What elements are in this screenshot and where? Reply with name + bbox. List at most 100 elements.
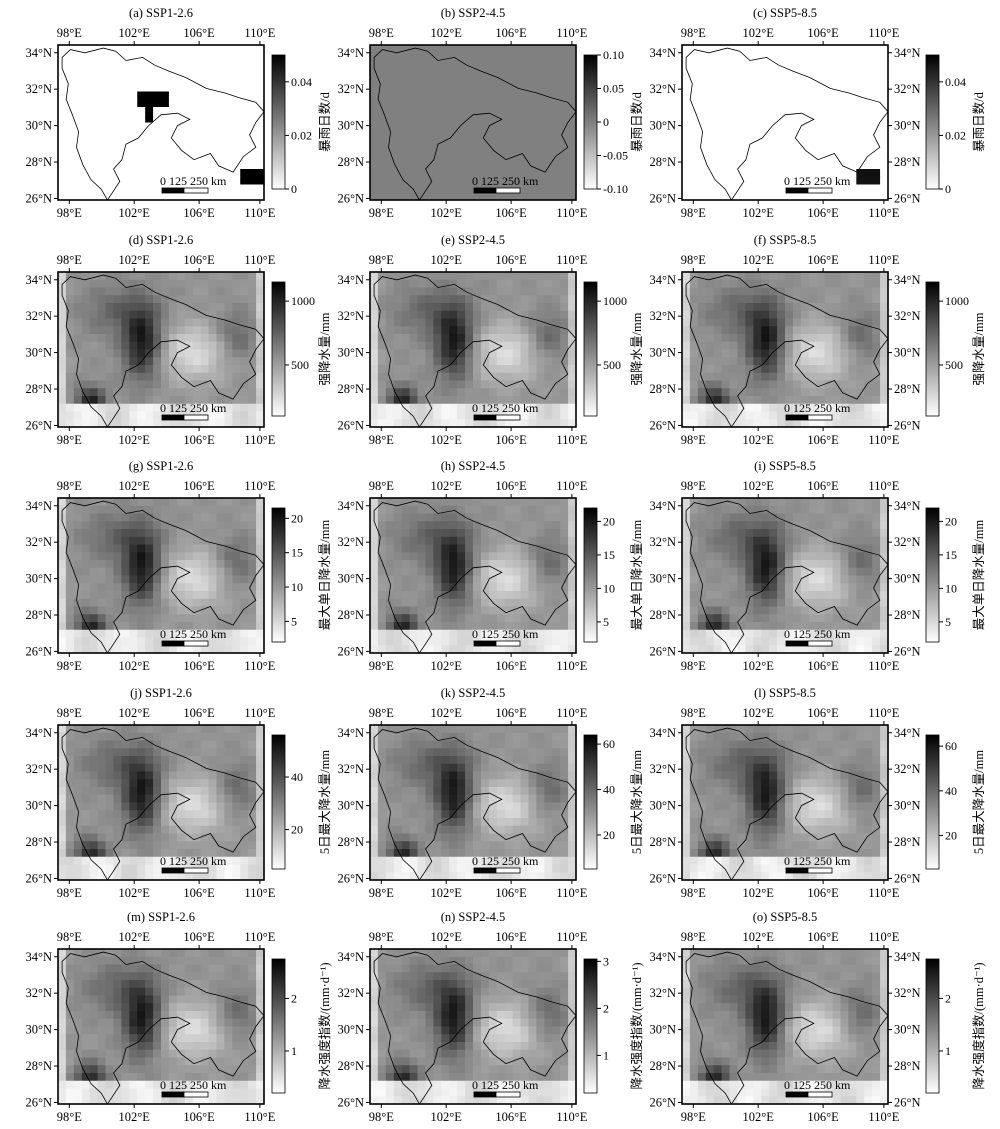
colorbar xyxy=(584,959,597,1093)
lon-tick-top: 102°E xyxy=(743,253,775,267)
lon-tick-bottom: 106°E xyxy=(495,659,527,673)
lat-tick-left: 26°N xyxy=(25,191,52,205)
panel-title: (b) SSP2-4.5 xyxy=(441,6,506,20)
lon-tick-top: 110°E xyxy=(868,479,899,493)
lat-tick-left: 32°N xyxy=(337,309,364,323)
scale-bar-label: 0 125 250 km xyxy=(160,854,227,868)
colorbar-tick: 20 xyxy=(291,823,303,837)
lat-tick-right: 28°N xyxy=(894,1059,921,1073)
lat-tick-left: 28°N xyxy=(337,608,364,622)
scale-bar: 0 125 250 km xyxy=(160,401,252,421)
scale-bar-label: 0 125 250 km xyxy=(472,1078,539,1092)
map-svg-e: (e) SSP2-4.598°E98°E102°E102°E106°E106°E… xyxy=(312,227,632,452)
lat-tick-left: 28°N xyxy=(25,1059,52,1073)
lat-tick-right: 26°N xyxy=(894,1095,921,1109)
lat-tick-right: 32°N xyxy=(894,535,921,549)
lat-tick-right: 30°N xyxy=(894,119,921,133)
colorbar-tick: 2 xyxy=(603,1001,609,1015)
lon-tick-top: 102°E xyxy=(119,26,151,40)
lon-tick-top: 110°E xyxy=(556,253,587,267)
lat-tick-left: 30°N xyxy=(649,346,676,360)
lon-tick-top: 106°E xyxy=(807,930,839,944)
lat-tick-left: 30°N xyxy=(25,799,52,813)
lat-tick-left: 34°N xyxy=(25,46,52,60)
colorbar xyxy=(584,735,597,869)
lat-tick-left: 28°N xyxy=(649,382,676,396)
lon-tick-bottom: 102°E xyxy=(431,433,463,447)
scale-bar: 0 125 250 km xyxy=(472,627,564,647)
scale-bar: 0 125 250 km xyxy=(784,174,876,194)
lat-tick-left: 34°N xyxy=(649,726,676,740)
lon-tick-top: 98°E xyxy=(369,26,394,40)
lon-tick-top: 102°E xyxy=(743,930,775,944)
lon-tick-top: 98°E xyxy=(681,253,706,267)
lat-tick-left: 28°N xyxy=(649,155,676,169)
lon-tick-bottom: 106°E xyxy=(495,1110,527,1124)
lon-tick-top: 110°E xyxy=(868,706,899,720)
lat-tick-left: 32°N xyxy=(337,82,364,96)
lat-tick-left: 32°N xyxy=(25,535,52,549)
lon-tick-bottom: 102°E xyxy=(743,206,775,220)
lat-tick-left: 28°N xyxy=(337,155,364,169)
lon-tick-top: 106°E xyxy=(495,253,527,267)
colorbar-tick: 3 xyxy=(603,954,609,968)
lon-tick-bottom: 98°E xyxy=(681,433,706,447)
lat-tick-left: 26°N xyxy=(649,1095,676,1109)
colorbar-tick: 0.02 xyxy=(945,128,966,142)
lon-tick-bottom: 102°E xyxy=(431,659,463,673)
colorbar xyxy=(584,55,597,189)
lat-tick-left: 30°N xyxy=(337,799,364,813)
panel-title: (a) SSP1-2.6 xyxy=(129,6,193,20)
lat-tick-left: 34°N xyxy=(337,46,364,60)
colorbar-tick: 1 xyxy=(945,1044,951,1058)
lon-tick-bottom: 98°E xyxy=(369,433,394,447)
lon-tick-top: 106°E xyxy=(183,930,215,944)
lon-tick-top: 102°E xyxy=(431,479,463,493)
lon-tick-top: 98°E xyxy=(57,930,82,944)
lon-tick-bottom: 106°E xyxy=(807,1110,839,1124)
panel-title: (m) SSP1-2.6 xyxy=(127,910,195,924)
map-svg-i: (i) SSP5-8.598°E98°E102°E102°E106°E106°E… xyxy=(624,453,944,678)
lon-tick-top: 102°E xyxy=(431,706,463,720)
colorbar xyxy=(926,55,939,189)
map-svg-l: (l) SSP5-8.598°E98°E102°E102°E106°E106°E… xyxy=(624,680,944,905)
panel-title: (f) SSP5-8.5 xyxy=(754,233,817,247)
lat-tick-right: 30°N xyxy=(894,799,921,813)
lon-tick-top: 110°E xyxy=(244,706,275,720)
lon-tick-top: 106°E xyxy=(807,479,839,493)
colorbar-tick: 40 xyxy=(945,784,957,798)
colorbar-tick: 20 xyxy=(603,828,615,842)
lat-tick-left: 32°N xyxy=(337,535,364,549)
colorbar-tick: 15 xyxy=(945,548,957,562)
colorbar-tick: 500 xyxy=(291,358,309,372)
lat-tick-left: 28°N xyxy=(649,1059,676,1073)
colorbar-tick: 0 xyxy=(945,182,951,196)
scale-bar: 0 125 250 km xyxy=(472,1078,564,1098)
panel-title: (e) SSP2-4.5 xyxy=(441,233,505,247)
lon-tick-top: 102°E xyxy=(431,26,463,40)
lon-tick-bottom: 98°E xyxy=(681,1110,706,1124)
map-svg-m: (m) SSP1-2.698°E98°E102°E102°E106°E106°E… xyxy=(0,904,320,1129)
lat-tick-left: 32°N xyxy=(649,986,676,1000)
lon-tick-bottom: 102°E xyxy=(743,1110,775,1124)
scale-bar: 0 125 250 km xyxy=(784,1078,876,1098)
scale-bar-label: 0 125 250 km xyxy=(160,1078,227,1092)
colorbar-tick: 60 xyxy=(603,737,615,751)
lat-tick-left: 28°N xyxy=(25,382,52,396)
lon-tick-bottom: 102°E xyxy=(119,433,151,447)
lon-tick-bottom: 106°E xyxy=(183,433,215,447)
lon-tick-top: 98°E xyxy=(681,26,706,40)
lon-tick-bottom: 110°E xyxy=(244,433,275,447)
colorbar-tick: 40 xyxy=(291,770,303,784)
colorbar-tick: 10 xyxy=(603,581,615,595)
lat-tick-left: 32°N xyxy=(25,986,52,1000)
scale-bar: 0 125 250 km xyxy=(784,627,876,647)
lon-tick-bottom: 106°E xyxy=(183,659,215,673)
colorbar-tick: 0.02 xyxy=(291,128,312,142)
lon-tick-bottom: 106°E xyxy=(807,433,839,447)
